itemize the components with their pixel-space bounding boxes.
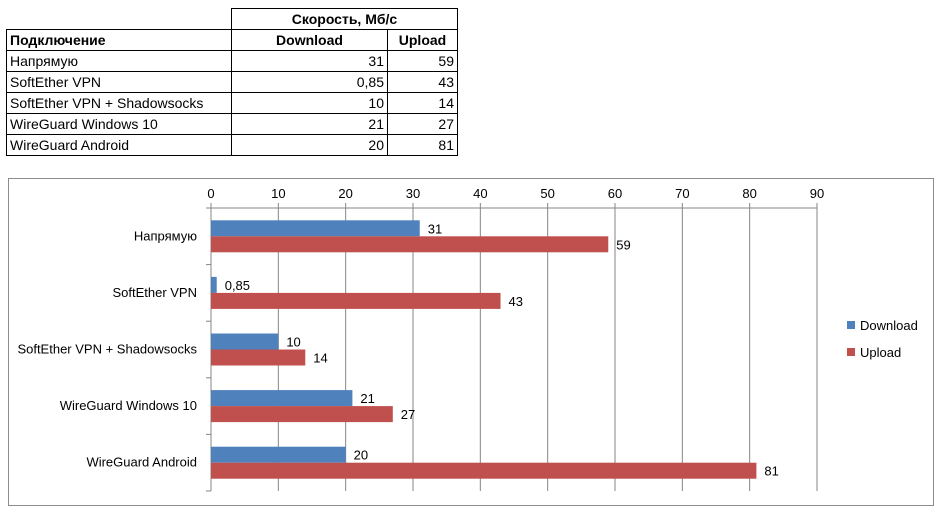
column-header-upload: Upload bbox=[387, 29, 458, 51]
category-label: WireGuard Windows 10 bbox=[60, 398, 197, 413]
download-cell: 10 bbox=[231, 92, 388, 114]
column-header-connection: Подключение bbox=[6, 29, 232, 51]
table-row: SoftEther VPN 0,85 43 bbox=[6, 71, 458, 93]
x-tick-label: 90 bbox=[810, 186, 824, 201]
speed-table: Скорость, Мб/с Подключение Download Uplo… bbox=[6, 8, 458, 156]
x-tick-label: 30 bbox=[406, 186, 420, 201]
download-data-label: 20 bbox=[354, 448, 368, 463]
upload-cell: 43 bbox=[387, 71, 458, 93]
x-tick-label: 20 bbox=[338, 186, 352, 201]
upload-cell: 59 bbox=[387, 50, 458, 72]
download-cell: 21 bbox=[231, 113, 388, 135]
connection-name-cell: Напрямую bbox=[6, 50, 232, 72]
speed-group-header: Скорость, Мб/с bbox=[231, 8, 458, 30]
download-data-label: 10 bbox=[286, 335, 300, 350]
connection-name-cell: WireGuard Windows 10 bbox=[6, 113, 232, 135]
table-row: WireGuard Windows 10 21 27 bbox=[6, 113, 458, 135]
x-tick-label: 40 bbox=[473, 186, 487, 201]
table-group-header-row: Скорость, Мб/с bbox=[6, 8, 458, 30]
table-row: WireGuard Android 20 81 bbox=[6, 134, 458, 156]
download-data-label: 21 bbox=[360, 391, 374, 406]
x-tick-label: 50 bbox=[540, 186, 554, 201]
download-bar bbox=[211, 276, 217, 293]
category-label: SoftEther VPN bbox=[112, 285, 197, 300]
upload-data-label: 81 bbox=[764, 464, 778, 479]
download-bar bbox=[211, 390, 353, 407]
category-label: WireGuard Android bbox=[86, 455, 197, 470]
chart-area: 0 10 20 30 40 50 60 70 80 90 Напрямую 31 59 SoftEther… bbox=[8, 178, 934, 506]
bar-chart: 0 10 20 30 40 50 60 70 80 90 Напрямую 31 59 SoftEther… bbox=[17, 186, 918, 492]
upload-data-label: 43 bbox=[509, 294, 523, 309]
upload-bar bbox=[211, 236, 609, 253]
download-bar bbox=[211, 220, 420, 237]
upload-bar bbox=[211, 292, 501, 309]
upload-cell: 14 bbox=[387, 92, 458, 114]
connection-name-cell: SoftEther VPN bbox=[6, 71, 232, 93]
download-cell: 0,85 bbox=[231, 71, 388, 93]
download-cell: 20 bbox=[231, 134, 388, 156]
table-row: Напрямую 31 59 bbox=[6, 50, 458, 72]
x-tick-label: 0 bbox=[207, 186, 214, 201]
upload-data-label: 14 bbox=[313, 351, 327, 366]
x-tick-label: 60 bbox=[608, 186, 622, 201]
upload-data-label: 27 bbox=[401, 407, 415, 422]
upload-legend-swatch bbox=[847, 348, 855, 356]
upload-bar bbox=[211, 462, 757, 479]
category-label: Напрямую bbox=[134, 228, 197, 243]
connection-name-cell: SoftEther VPN + Shadowsocks bbox=[6, 92, 232, 114]
column-header-download: Download bbox=[231, 29, 388, 51]
upload-bar bbox=[211, 349, 306, 366]
table-row: SoftEther VPN + Shadowsocks 10 14 bbox=[6, 92, 458, 114]
upload-data-label: 59 bbox=[616, 237, 630, 252]
upload-cell: 27 bbox=[387, 113, 458, 135]
x-tick-label: 10 bbox=[271, 186, 285, 201]
download-legend-swatch bbox=[847, 321, 855, 329]
x-tick-label: 70 bbox=[675, 186, 689, 201]
download-bar bbox=[211, 333, 279, 350]
category-label: SoftEther VPN + Shadowsocks bbox=[17, 342, 197, 357]
upload-bar bbox=[211, 406, 393, 423]
download-cell: 31 bbox=[231, 50, 388, 72]
x-tick-label: 80 bbox=[742, 186, 756, 201]
upload-legend-label: Upload bbox=[860, 345, 901, 360]
download-data-label: 31 bbox=[428, 221, 442, 236]
upload-cell: 81 bbox=[387, 134, 458, 156]
connection-name-cell: WireGuard Android bbox=[6, 134, 232, 156]
download-data-label: 0,85 bbox=[225, 278, 250, 293]
table-header-row: Подключение Download Upload bbox=[6, 29, 458, 51]
table-corner-cell bbox=[6, 8, 232, 30]
download-bar bbox=[211, 446, 346, 463]
download-legend-label: Download bbox=[860, 318, 918, 333]
